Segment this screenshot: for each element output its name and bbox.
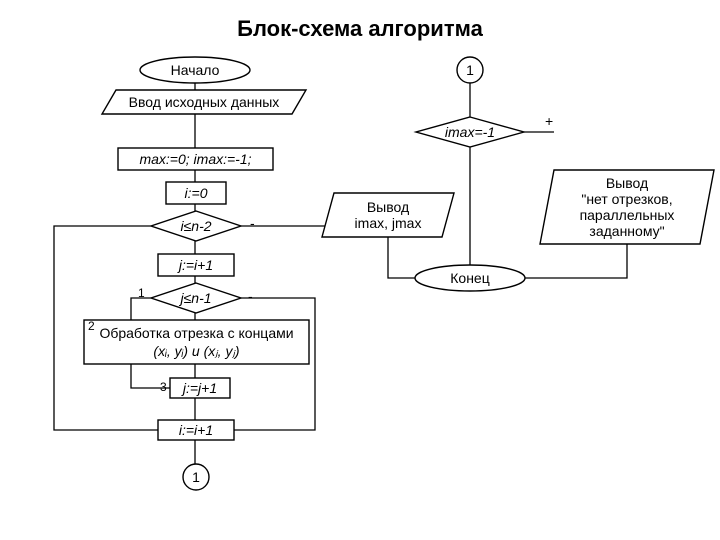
- node-jpp-label: j:=j+1: [181, 380, 217, 396]
- node-process-line2: (xᵢ, yᵢ) и (xⱼ, yⱼ): [153, 343, 239, 359]
- node-i0-label: i:=0: [185, 185, 208, 201]
- edge-outimax-end: [388, 237, 415, 278]
- node-out-msg-line3: заданному": [589, 223, 664, 239]
- node-init-label: max:=0; imax:=-1;: [139, 151, 251, 167]
- node-out-imax-line1: imax, jmax: [355, 215, 422, 231]
- label-minus-i: -: [250, 215, 255, 231]
- node-cond-i-label: i≤n-2: [180, 218, 211, 234]
- edge-outmsg-end: [525, 244, 627, 278]
- node-start-label: Начало: [171, 62, 220, 78]
- node-out-msg-line0: Вывод: [606, 175, 648, 191]
- node-out-msg-line1: "нет отрезков,: [581, 191, 672, 207]
- connector-1b-label: 1: [192, 469, 200, 485]
- node-cond-imax-label: imax=-1: [445, 124, 495, 140]
- node-input-line0: Ввод исходных данных: [129, 94, 280, 110]
- node-out-imax-line0: Вывод: [367, 199, 409, 215]
- node-cond-j-label: j≤n-1: [178, 290, 211, 306]
- ref-1: 1: [138, 286, 145, 300]
- label-plus: +: [545, 113, 553, 129]
- node-jeq-label: j:=i+1: [177, 257, 213, 273]
- label-minus-j: -: [248, 288, 253, 304]
- node-end-label: Конец: [450, 270, 489, 286]
- ref-3: 3: [160, 380, 167, 394]
- ref-2: 2: [88, 319, 95, 333]
- connector-1a-label: 1: [466, 62, 474, 78]
- node-process-line1: Обработка отрезка с концами: [99, 325, 293, 341]
- node-out-msg-line2: параллельных: [580, 207, 675, 223]
- title: Блок-схема алгоритма: [237, 16, 483, 41]
- node-ipp-label: i:=i+1: [179, 422, 213, 438]
